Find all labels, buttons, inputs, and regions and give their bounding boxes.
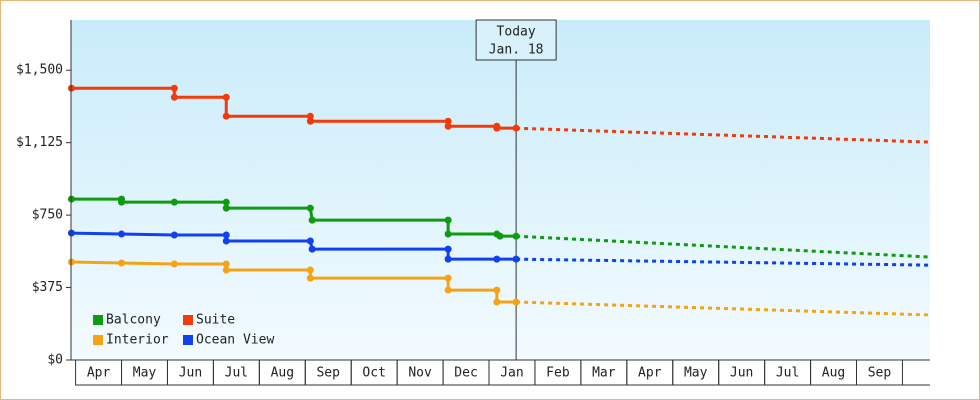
data-point xyxy=(170,93,178,101)
data-point xyxy=(512,232,520,240)
data-point xyxy=(222,112,230,120)
data-point xyxy=(170,231,178,239)
data-point xyxy=(170,198,178,206)
projection-line xyxy=(516,234,930,259)
x-tick-cell xyxy=(856,359,903,386)
legend-label: Ocean View xyxy=(196,333,274,348)
data-point xyxy=(222,237,230,245)
data-point xyxy=(306,117,314,125)
x-tick-label: Mar xyxy=(592,366,616,381)
data-point xyxy=(493,298,501,306)
legend-label: Suite xyxy=(196,313,235,328)
data-point xyxy=(170,260,178,268)
data-point xyxy=(512,124,520,132)
x-tick-label: Oct xyxy=(362,366,385,381)
data-point xyxy=(512,298,520,306)
data-point xyxy=(222,266,230,274)
y-tick-label: $1,125 xyxy=(16,135,63,150)
today-date: Jan. 18 xyxy=(489,43,544,58)
legend-swatch xyxy=(183,315,193,325)
data-point xyxy=(308,245,316,253)
x-tick-label: May xyxy=(133,366,157,381)
projection-line xyxy=(516,300,930,317)
x-tick-label: Jan xyxy=(500,366,523,381)
y-tick-label: $750 xyxy=(32,208,63,223)
data-point xyxy=(222,260,230,268)
data-point xyxy=(306,204,314,212)
data-point xyxy=(118,259,126,267)
data-point xyxy=(306,112,314,120)
projection-line xyxy=(516,126,930,144)
x-tick-label: Jun xyxy=(730,366,753,381)
data-point xyxy=(444,286,452,294)
data-point xyxy=(493,255,501,263)
x-tick-label: Aug xyxy=(822,366,845,381)
legend-swatch xyxy=(183,335,193,345)
x-tick-label: Jun xyxy=(179,366,202,381)
data-point xyxy=(222,93,230,101)
x-tick-label: Sep xyxy=(868,366,892,381)
data-point xyxy=(444,122,452,130)
x-tick-label: Jul xyxy=(225,366,248,381)
legend-label: Interior xyxy=(106,333,169,348)
legend-swatch xyxy=(93,315,103,325)
data-point xyxy=(444,230,452,238)
data-point xyxy=(118,230,126,238)
legend-swatch xyxy=(93,335,103,345)
data-point xyxy=(444,255,452,263)
data-point xyxy=(222,198,230,206)
data-point xyxy=(118,198,126,206)
today-label: Today xyxy=(497,25,536,40)
data-point xyxy=(222,204,230,212)
x-tick-label: Aug xyxy=(271,366,294,381)
data-point xyxy=(306,237,314,245)
data-point xyxy=(444,117,452,125)
projection-line xyxy=(516,257,930,267)
data-point xyxy=(170,84,178,92)
data-point xyxy=(308,216,316,224)
data-point xyxy=(493,124,501,132)
data-point xyxy=(222,231,230,239)
data-point xyxy=(493,286,501,294)
x-tick-label: Jul xyxy=(776,366,799,381)
data-point xyxy=(306,274,314,282)
x-tick-label: Dec xyxy=(454,366,477,381)
x-tick-label: Apr xyxy=(87,366,111,381)
x-tick-label: Nov xyxy=(408,366,432,381)
data-point xyxy=(444,274,452,282)
data-point xyxy=(444,245,452,253)
data-point xyxy=(496,232,504,240)
y-tick-label: $375 xyxy=(32,280,63,295)
plot-area xyxy=(71,20,930,360)
y-tick-label: $1,500 xyxy=(16,63,63,78)
x-tick-label: Feb xyxy=(546,366,570,381)
legend-label: Balcony xyxy=(106,313,161,328)
x-tick-label: Apr xyxy=(638,366,662,381)
x-tick-label: May xyxy=(684,366,708,381)
data-point xyxy=(512,255,520,263)
y-tick-label: $0 xyxy=(47,353,63,368)
data-point xyxy=(444,216,452,224)
today-box xyxy=(475,19,557,61)
data-point xyxy=(306,266,314,274)
x-tick-label: Sep xyxy=(316,366,340,381)
